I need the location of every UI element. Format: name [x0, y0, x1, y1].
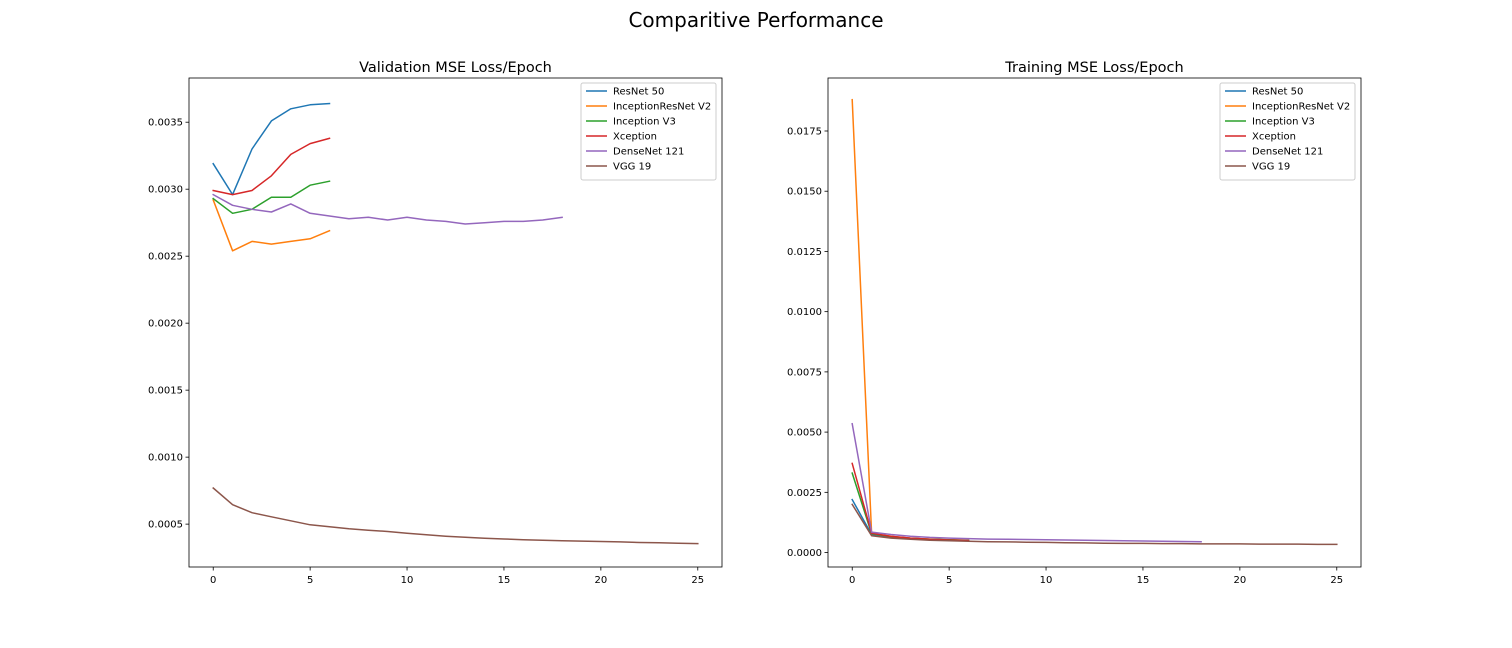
y-tick-label: 0.0050 [787, 428, 822, 439]
x-tick-label: 25 [691, 575, 704, 586]
x-tick-label: 25 [1330, 575, 1343, 586]
chart-title: Training MSE Loss/Epoch [1004, 60, 1183, 76]
y-tick-label: 0.0150 [787, 187, 822, 198]
legend-label: InceptionResNet V2 [1252, 102, 1350, 113]
x-tick-label: 5 [307, 575, 313, 586]
x-tick-label: 20 [594, 575, 607, 586]
axes-frame [188, 77, 723, 568]
series-line [212, 180, 331, 215]
legend-box [580, 82, 717, 181]
y-tick-label: 0.0035 [148, 118, 183, 129]
axes-frame [827, 77, 1362, 568]
series-line [851, 98, 970, 542]
chart-1: Validation MSE Loss/Epoch 0 5 10 15 20 25 0.000… [148, 60, 723, 586]
y-tick-label: 0.0125 [787, 247, 822, 258]
legend-label: Inception V3 [1252, 117, 1315, 128]
x-tick-label: 10 [401, 575, 414, 586]
y-tick-label: 0.0025 [148, 252, 183, 263]
x-tick-label: 15 [1137, 575, 1150, 586]
legend-label: VGG 19 [1252, 162, 1290, 173]
series-line [212, 193, 563, 225]
legend-label: ResNet 50 [1252, 87, 1303, 98]
chart-2: Training MSE Loss/Epoch 0 5 10 15 20 25 0.0000 0… [787, 60, 1362, 586]
legend-box [1219, 82, 1356, 181]
chart-title: Validation MSE Loss/Epoch [359, 60, 552, 76]
series-line [851, 503, 1338, 546]
series-line [212, 137, 331, 196]
x-tick-label: 15 [498, 575, 511, 586]
y-tick-label: 0.0010 [148, 453, 183, 464]
x-tick-label: 0 [210, 575, 216, 586]
legend-label: DenseNet 121 [1252, 147, 1323, 158]
y-tick-label: 0.0025 [787, 488, 822, 499]
legend-label: DenseNet 121 [613, 147, 684, 158]
series-line [212, 102, 331, 196]
x-tick-label: 0 [849, 575, 855, 586]
legend-label: ResNet 50 [613, 87, 664, 98]
y-tick-label: 0.0005 [148, 520, 183, 531]
series-line [212, 198, 331, 252]
y-tick-label: 0.0020 [148, 319, 183, 330]
legend-label: InceptionResNet V2 [613, 102, 711, 113]
y-tick-label: 0.0075 [787, 367, 822, 378]
legend-label: Inception V3 [613, 117, 676, 128]
x-tick-label: 5 [946, 575, 952, 586]
y-tick-label: 0.0175 [787, 126, 822, 137]
series-line [212, 486, 699, 545]
y-tick-label: 0.0000 [787, 548, 822, 559]
x-tick-label: 10 [1040, 575, 1053, 586]
legend-label: Xception [613, 132, 657, 143]
y-tick-label: 0.0015 [148, 386, 183, 397]
legend-label: Xception [1252, 132, 1296, 143]
y-tick-label: 0.0030 [148, 185, 183, 196]
x-tick-label: 20 [1233, 575, 1246, 586]
figure-title: Comparitive Performance [628, 8, 884, 32]
legend-label: VGG 19 [613, 162, 651, 173]
y-tick-label: 0.0100 [787, 307, 822, 318]
series-line [851, 422, 1202, 543]
